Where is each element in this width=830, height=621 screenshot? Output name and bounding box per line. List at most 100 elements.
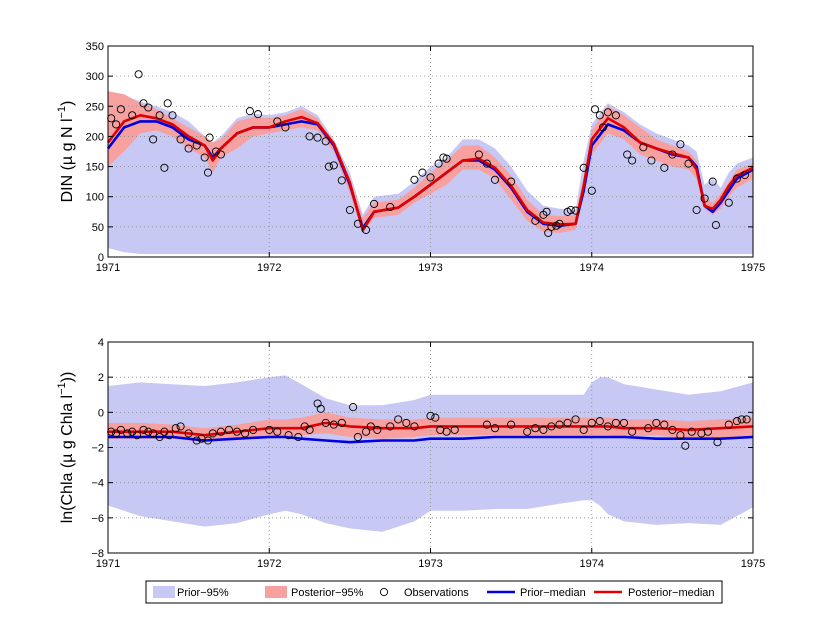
chla-observation-point bbox=[208, 429, 217, 438]
legend-box bbox=[145, 580, 723, 604]
din-observation-point bbox=[116, 105, 125, 114]
din-observation-point bbox=[200, 153, 209, 162]
din-observation-point bbox=[426, 173, 435, 182]
chla-observation-point bbox=[366, 422, 375, 431]
din-observation-point bbox=[184, 144, 193, 153]
chla-observation-point bbox=[155, 432, 164, 442]
din-xtick-label: 1974 bbox=[580, 262, 604, 274]
chla-observation-point bbox=[426, 411, 435, 420]
chla-observation-point bbox=[232, 427, 242, 436]
chla-observation-point bbox=[652, 418, 661, 427]
chla-observation-point bbox=[628, 427, 637, 436]
chla-observation-point bbox=[611, 418, 620, 427]
chla-xtick-label: 1971 bbox=[96, 558, 120, 570]
chla-observation-point bbox=[216, 427, 225, 436]
chla-observation-point bbox=[241, 429, 250, 438]
chla-observation-point bbox=[294, 432, 303, 442]
din-observation-point bbox=[329, 161, 338, 170]
chla-observation-point bbox=[737, 415, 746, 424]
din-observation-point bbox=[337, 176, 346, 185]
din-panel: 1971 1972 1973 1974 1975 0 50 100 150 200 250 300 35… bbox=[56, 41, 765, 274]
din-observation-point bbox=[611, 111, 620, 120]
chla-observation-point bbox=[192, 436, 201, 445]
din-observation-point bbox=[676, 140, 685, 149]
legend-label-post95: Posterior−95% bbox=[291, 587, 364, 599]
chla-observation-point bbox=[619, 418, 629, 427]
din-observation-point bbox=[542, 207, 551, 216]
din-observation-point bbox=[668, 150, 677, 159]
din-observation-point bbox=[647, 156, 656, 165]
din-observation-point bbox=[700, 194, 709, 203]
din-observation-point bbox=[305, 132, 314, 141]
din-observation-point bbox=[732, 174, 741, 183]
din-observation-point bbox=[324, 162, 333, 171]
din-observation-point bbox=[590, 105, 600, 114]
din-observation-point bbox=[490, 175, 500, 184]
chla-ylabel-end: )) bbox=[59, 372, 76, 383]
din-observation-point bbox=[418, 168, 427, 177]
din-observation-point bbox=[203, 168, 213, 177]
legend-observation-marker bbox=[379, 587, 389, 597]
chla-ylabel: ln(Chla (µ g Chla l−1)) bbox=[56, 372, 76, 524]
chla-observation-point bbox=[681, 441, 690, 450]
chla-observation-point bbox=[431, 413, 440, 422]
din-observation-point bbox=[623, 150, 632, 159]
chla-observation-point bbox=[668, 425, 677, 434]
legend: Prior−95% Posterior−95% Observations Prior−… bbox=[145, 580, 723, 604]
din-observation-point bbox=[595, 111, 604, 120]
chla-observation-point bbox=[531, 424, 540, 433]
chla-xtick-label: 1975 bbox=[741, 558, 765, 570]
din-ytick-label: 50 bbox=[92, 222, 104, 234]
din-observation-point bbox=[139, 99, 148, 108]
din-observation-point bbox=[474, 150, 483, 159]
din-observation-point bbox=[708, 177, 717, 186]
din-observation-point bbox=[660, 163, 669, 172]
din-observation-point bbox=[163, 99, 172, 108]
chla-observation-point bbox=[353, 432, 362, 442]
din-observation-point bbox=[245, 107, 254, 116]
chla-observation-point bbox=[402, 418, 411, 427]
chla-observation-point bbox=[361, 427, 371, 436]
din-observation-point bbox=[547, 222, 556, 231]
chla-observation-point bbox=[337, 418, 346, 427]
chla-xtick-label: 1972 bbox=[257, 558, 281, 570]
din-observation-point bbox=[692, 205, 701, 215]
chla-observation-point bbox=[284, 431, 293, 440]
din-observation-point bbox=[684, 159, 693, 168]
chla-observation-point bbox=[732, 417, 741, 426]
chla-observation-point bbox=[139, 425, 148, 434]
chla-observation-point bbox=[373, 425, 382, 434]
din-xtick-label: 1973 bbox=[418, 262, 442, 274]
legend-prior-95-swatch bbox=[153, 586, 175, 598]
legend-label-prior95: Prior−95% bbox=[177, 587, 229, 599]
chla-observation-point bbox=[116, 425, 125, 434]
chla-observation-point bbox=[349, 403, 358, 412]
legend-posterior-95-swatch bbox=[265, 586, 287, 598]
chla-ylabel-main: ln(Chla (µ g Chla l bbox=[59, 395, 76, 523]
chla-observation-point bbox=[273, 427, 282, 436]
chla-observation-point bbox=[442, 427, 451, 436]
chla-observation-point bbox=[165, 431, 174, 440]
chla-observation-point bbox=[687, 427, 696, 436]
din-observation-point bbox=[386, 202, 395, 212]
din-ytick-label: 0 bbox=[98, 252, 104, 264]
din-observation-point bbox=[711, 220, 720, 230]
din-observation-point bbox=[628, 156, 637, 165]
din-ytick-label: 200 bbox=[86, 131, 104, 143]
din-xtick-label: 1972 bbox=[257, 262, 281, 274]
din-observation-point bbox=[134, 70, 143, 79]
din-ytick-label: 150 bbox=[86, 162, 104, 174]
din-observation-point bbox=[587, 186, 596, 195]
chla-ytick-label: 4 bbox=[98, 337, 104, 349]
chla-observation-point bbox=[386, 422, 395, 431]
din-observation-point bbox=[353, 219, 362, 228]
chla-observation-point bbox=[184, 429, 193, 438]
chla-ylabel-sup: −1 bbox=[56, 382, 68, 395]
din-observation-point bbox=[160, 163, 169, 172]
din-observation-point bbox=[205, 133, 214, 142]
din-observation-point bbox=[571, 206, 580, 215]
din-observation-point bbox=[361, 225, 371, 234]
chla-observation-point bbox=[171, 424, 180, 433]
din-observation-point bbox=[313, 133, 322, 142]
chla-observation-point bbox=[603, 422, 612, 431]
